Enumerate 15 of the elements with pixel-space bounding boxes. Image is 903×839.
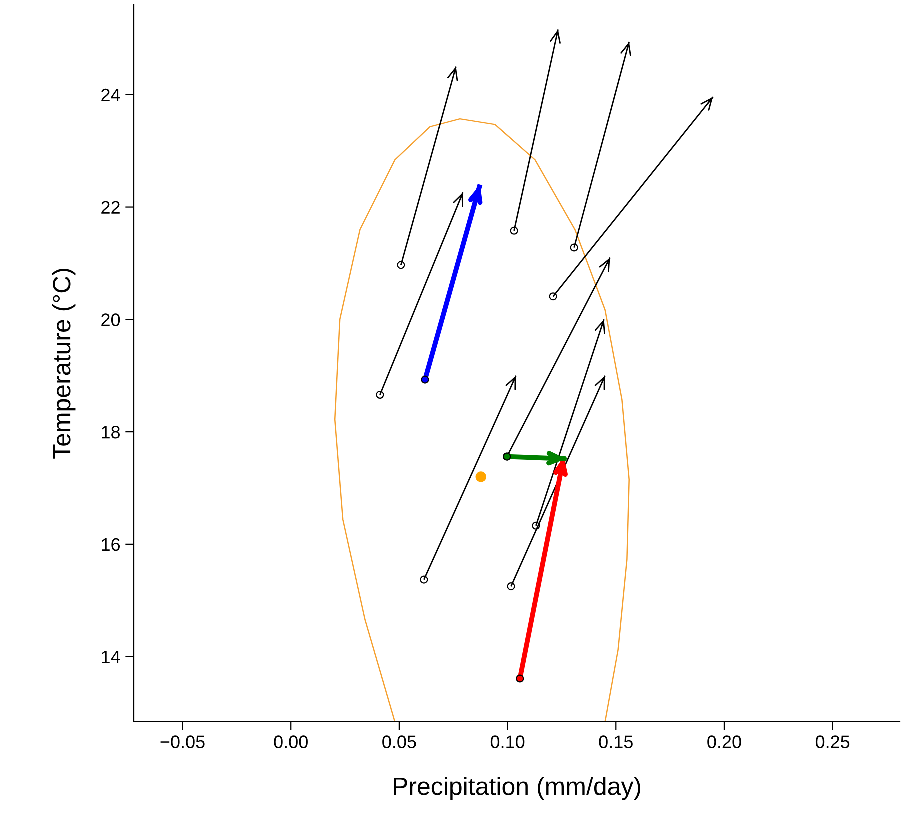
y-tick-label: 20	[102, 314, 120, 326]
y-tick-label: 22	[102, 201, 120, 214]
x-axis-title: Precipitation (mm/day)	[394, 777, 640, 800]
x-tick-label: 0.05	[382, 736, 416, 748]
y-tick-label: 24	[102, 88, 120, 102]
x-tick-label: 0.10	[490, 736, 525, 748]
y-axis-title: Temperature (°C)	[52, 269, 76, 459]
x-tick-label: 0.20	[708, 736, 742, 748]
x-tick-label: −0.05	[160, 736, 205, 748]
y-tick-label: 18	[102, 426, 120, 439]
x-tick-label: 0.25	[816, 736, 850, 748]
y-tick-label: 16	[102, 538, 120, 552]
x-tick-label: 0.00	[274, 736, 308, 748]
y-tick-label: 14	[102, 650, 120, 664]
x-tick-label: 0.15	[599, 736, 633, 748]
